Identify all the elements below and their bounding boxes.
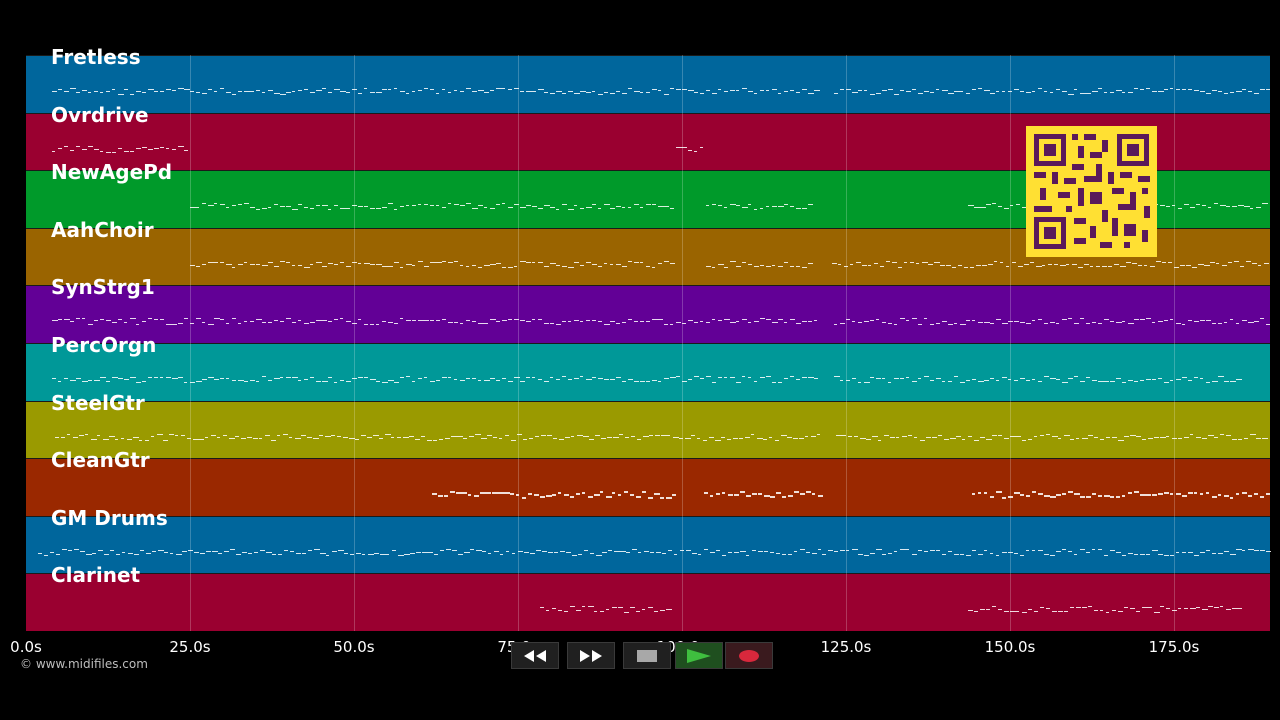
rewind-button[interactable] [511,642,559,669]
track-lane[interactable] [26,515,1270,574]
track-name: PercOrgn [51,333,157,357]
stop-button[interactable] [623,642,671,669]
track-name: Clarinet [51,563,141,588]
record-icon [739,649,759,662]
track-name: SynStrg1 [51,275,155,300]
track-name: NewAgePd [51,160,173,185]
record-button[interactable] [725,642,773,669]
track-name: AahChoir [51,217,154,242]
track-lane[interactable] [26,458,1270,516]
track-lane[interactable] [26,573,1270,631]
time-tick-label: 0.0s [10,638,42,656]
track-lane[interactable] [26,55,1270,113]
stop-icon [637,649,657,662]
qr-code[interactable] [1026,126,1157,257]
time-tick-label: 150.0s [984,638,1036,656]
track-name: GM Drums [51,505,168,530]
track-lane[interactable] [26,285,1270,343]
play-icon [687,648,711,663]
time-tick-label: 125.0s [820,638,872,656]
track-name: SteelGtr [51,390,145,415]
track-name: Ovrdrive [51,102,149,127]
track-lane[interactable] [26,400,1270,459]
play-button[interactable] [675,642,723,669]
time-tick-label: 175.0s [1148,638,1200,656]
track-name: CleanGtr [51,448,150,473]
track-name: Fretless [51,45,141,69]
rewind-icon [524,649,546,662]
fast-forward-button[interactable] [567,642,615,669]
time-tick-label: 50.0s [333,638,375,656]
qr-code-icon [1034,134,1150,249]
fast-forward-icon [580,649,602,662]
track-lane[interactable] [26,343,1270,401]
copyright-text: © www.midifiles.com [20,657,148,671]
time-tick-label: 25.0s [169,638,211,656]
